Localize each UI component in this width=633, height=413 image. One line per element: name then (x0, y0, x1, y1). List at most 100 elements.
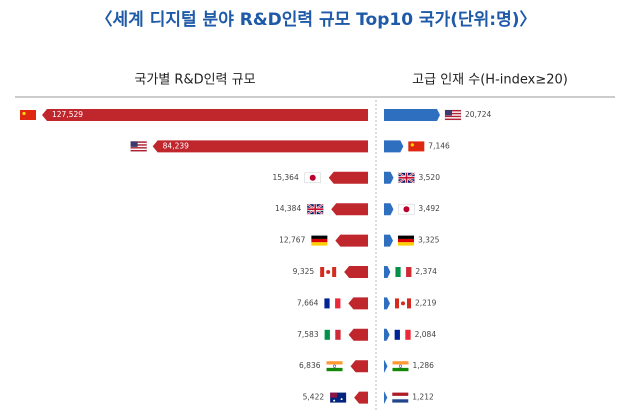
flag-star (410, 143, 414, 147)
value-label: 7,583 (297, 330, 319, 339)
flag-stripe (311, 238, 328, 243)
bar (384, 266, 391, 278)
flag-disc (403, 206, 410, 213)
flag-icon (394, 298, 411, 309)
left-title: 국가별 R&D인력 규모 (134, 73, 255, 88)
bar (384, 171, 394, 184)
bar (354, 391, 368, 404)
flag-leaf (326, 270, 331, 274)
flag-icon (130, 141, 147, 152)
bar (328, 171, 368, 184)
bar (152, 140, 368, 153)
value-label: 7,146 (428, 141, 450, 150)
value-label: 127,529 (52, 110, 83, 119)
flag-stripe (445, 110, 461, 112)
flag-stripe (392, 399, 409, 403)
flag-icon (398, 203, 415, 215)
value-label: 20,724 (465, 110, 491, 119)
flag-stripe (400, 267, 407, 277)
bar (335, 234, 368, 247)
flag-icon (324, 329, 341, 340)
flag-cross (307, 204, 324, 215)
flag-icon (311, 235, 328, 246)
flag-stripe (392, 392, 409, 396)
flag-stripe (392, 361, 409, 365)
flag-leaf (400, 301, 405, 306)
flag-band (320, 267, 325, 277)
flag-icon (444, 109, 462, 121)
flag-stripe (311, 235, 328, 239)
flag-stripe (335, 329, 341, 340)
bar (348, 297, 368, 310)
flag-disc (309, 174, 316, 181)
value-label: 1,212 (412, 393, 434, 402)
flag-icon (392, 361, 409, 372)
bar (384, 140, 404, 153)
bar (384, 109, 440, 121)
flag-band (394, 298, 399, 309)
bar (384, 391, 388, 404)
flag-icon (306, 203, 324, 216)
flag-star (333, 399, 336, 402)
flag-stripe (399, 329, 406, 340)
flag-icon (330, 392, 347, 403)
flag-stripe (395, 267, 401, 277)
flag-stripe (324, 298, 330, 309)
flag-stripe (406, 267, 412, 277)
value-label: 3,492 (418, 204, 440, 213)
value-label: 84,239 (163, 141, 189, 150)
bar (331, 203, 368, 216)
flag-stripe (392, 367, 409, 372)
flag-icon (320, 267, 337, 277)
right-title: 고급 인재 수(H-index≥20) (412, 73, 568, 88)
flag-stripe (326, 367, 343, 372)
flag-stripe (397, 242, 414, 246)
bar (344, 266, 368, 278)
flag-icon (394, 329, 411, 340)
flag-wheel (332, 364, 337, 368)
flag-icon (20, 110, 36, 120)
value-label: 3,520 (419, 173, 441, 182)
flag-field (20, 110, 36, 120)
flag-star (22, 111, 26, 116)
bar (384, 328, 390, 341)
flag-stripe (445, 112, 461, 115)
flag-stripe (335, 298, 341, 309)
flag-stripe (130, 144, 147, 146)
value-label: 1,286 (412, 361, 434, 370)
bar (384, 360, 388, 373)
flag-stripe (329, 298, 336, 309)
flag-stripe (445, 118, 461, 120)
flag-band (332, 267, 337, 277)
bar (348, 328, 368, 341)
flag-stripe (397, 235, 414, 239)
flag-stripe (130, 149, 147, 152)
flag-stripe (130, 147, 147, 149)
flag-cross (398, 172, 415, 183)
flag-icon (304, 172, 321, 184)
flag-canton (330, 392, 338, 398)
value-label: 9,325 (293, 267, 315, 276)
flag-band (406, 298, 411, 309)
value-label: 6,836 (299, 361, 321, 370)
flag-icon (397, 171, 416, 184)
flag-icon (324, 298, 341, 309)
flag-stripe (326, 364, 343, 368)
flag-stripe (445, 115, 461, 118)
value-label: 14,384 (275, 204, 301, 213)
value-label: 2,084 (415, 330, 437, 339)
flag-stripe (326, 361, 343, 365)
flag-canton (130, 141, 138, 147)
flag-stripe (392, 364, 409, 368)
value-label: 2,374 (415, 267, 437, 276)
flag-icon (408, 141, 425, 152)
bar (384, 203, 394, 216)
flag-stripe (324, 329, 330, 340)
flag-wheel (398, 364, 403, 368)
flag-icon (326, 361, 343, 372)
value-label: 7,664 (297, 298, 319, 307)
flag-stripe (405, 329, 411, 340)
bar (384, 297, 390, 310)
value-label: 12,767 (279, 236, 305, 245)
